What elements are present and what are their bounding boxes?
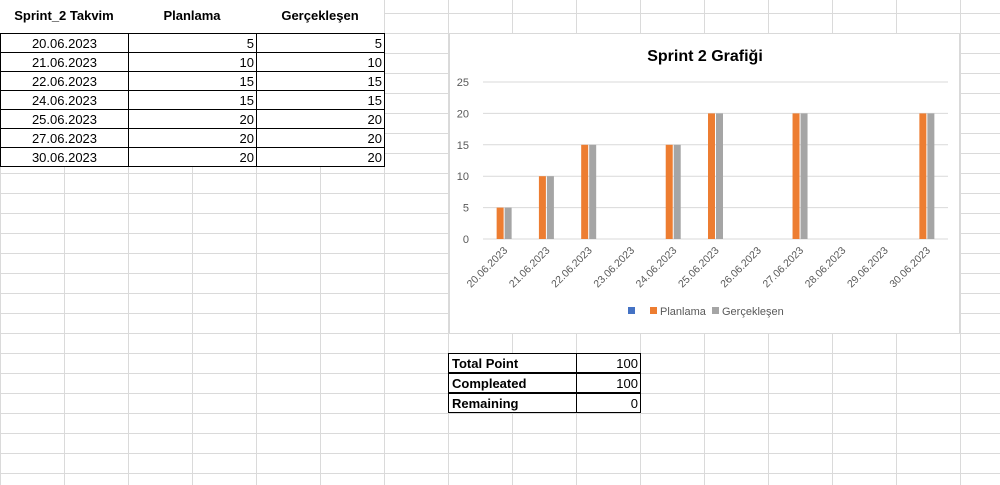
bar-Planlama: [581, 144, 589, 239]
chart-bars: [496, 113, 935, 239]
x-tick-label: 22.06.2023: [549, 245, 595, 291]
legend-label: Planlama: [660, 306, 707, 318]
cell-plan[interactable]: 20: [128, 109, 257, 129]
header-date[interactable]: Sprint_2 Takvim: [0, 0, 128, 33]
chart-title: Sprint 2 Grafiği: [647, 48, 763, 65]
cell-plan[interactable]: 20: [128, 147, 257, 167]
cell-actual[interactable]: 20: [256, 128, 385, 148]
legend-marker: [712, 307, 719, 314]
summary-value[interactable]: 100: [576, 373, 641, 393]
chart-legend: Planlama Gerçekleşen: [628, 306, 784, 318]
bar-Planlama: [496, 207, 504, 239]
header-gerceklesen[interactable]: Gerçekleşen: [256, 0, 384, 33]
y-tick-label: 20: [457, 108, 469, 120]
cell-actual[interactable]: 15: [256, 71, 385, 91]
summary-value[interactable]: 100: [576, 353, 641, 373]
legend-label: Gerçekleşen: [722, 306, 784, 318]
summary-label[interactable]: Remaining: [448, 393, 577, 413]
sprint-chart[interactable]: Sprint 2 Grafiği 0 5 10 15 20 25 20.06.2023 21…: [449, 33, 960, 334]
x-axis-labels: 20.06.202321.06.202322.06.202323.06.2023…: [465, 245, 933, 291]
bar-Gerçekleşen: [673, 144, 681, 239]
x-tick-label: 27.06.2023: [761, 245, 807, 291]
y-tick-label: 15: [457, 140, 469, 152]
cell-plan[interactable]: 5: [128, 33, 257, 53]
cell-date[interactable]: 20.06.2023: [0, 33, 129, 53]
cell-plan[interactable]: 10: [128, 52, 257, 72]
y-tick-label: 25: [457, 77, 469, 89]
cell-actual[interactable]: 20: [256, 109, 385, 129]
x-tick-label: 20.06.2023: [465, 245, 511, 291]
legend-marker: [628, 307, 635, 314]
bar-Planlama: [538, 176, 546, 239]
summary-value[interactable]: 0: [576, 393, 641, 413]
y-axis-labels: 0 5 10 15 20 25: [457, 77, 469, 246]
cell-date[interactable]: 30.06.2023: [0, 147, 129, 167]
bar-Gerçekleşen: [927, 113, 935, 239]
chart-canvas: Sprint 2 Grafiği 0 5 10 15 20 25 20.06.202321…: [457, 48, 948, 318]
bar-Gerçekleşen: [800, 113, 808, 239]
x-tick-label: 29.06.2023: [845, 245, 891, 291]
x-tick-label: 23.06.2023: [591, 245, 637, 291]
cell-plan[interactable]: 15: [128, 71, 257, 91]
x-tick-label: 24.06.2023: [634, 245, 680, 291]
x-tick-label: 28.06.2023: [803, 245, 849, 291]
cell-actual[interactable]: 10: [256, 52, 385, 72]
cell-date[interactable]: 24.06.2023: [0, 90, 129, 110]
y-tick-label: 10: [457, 171, 469, 183]
y-tick-label: 0: [463, 234, 469, 246]
x-tick-label: 21.06.2023: [507, 245, 553, 291]
bar-Gerçekleşen: [716, 113, 723, 239]
cell-date[interactable]: 22.06.2023: [0, 71, 129, 91]
cell-plan[interactable]: 15: [128, 90, 257, 110]
header-planlama[interactable]: Planlama: [128, 0, 256, 33]
cell-date[interactable]: 27.06.2023: [0, 128, 129, 148]
cell-actual[interactable]: 15: [256, 90, 385, 110]
bar-Planlama: [792, 113, 800, 239]
x-tick-label: 25.06.2023: [676, 245, 722, 291]
legend-marker: [650, 307, 657, 314]
bar-Gerçekleşen: [589, 144, 597, 239]
cell-actual[interactable]: 5: [256, 33, 385, 53]
bar-Planlama: [708, 113, 715, 239]
summary-label[interactable]: Total Point: [448, 353, 577, 373]
cell-actual[interactable]: 20: [256, 147, 385, 167]
summary-label[interactable]: Compleated: [448, 373, 577, 393]
x-tick-label: 26.06.2023: [718, 245, 764, 291]
chart-gridlines: [483, 81, 948, 240]
bar-Planlama: [919, 113, 927, 239]
bar-Planlama: [665, 144, 673, 239]
cell-date[interactable]: 25.06.2023: [0, 109, 129, 129]
bar-Gerçekleşen: [504, 207, 512, 239]
y-tick-label: 5: [463, 203, 469, 215]
x-tick-label: 30.06.2023: [887, 245, 933, 291]
cell-date[interactable]: 21.06.2023: [0, 52, 129, 72]
cell-plan[interactable]: 20: [128, 128, 257, 148]
bar-Gerçekleşen: [546, 176, 554, 239]
